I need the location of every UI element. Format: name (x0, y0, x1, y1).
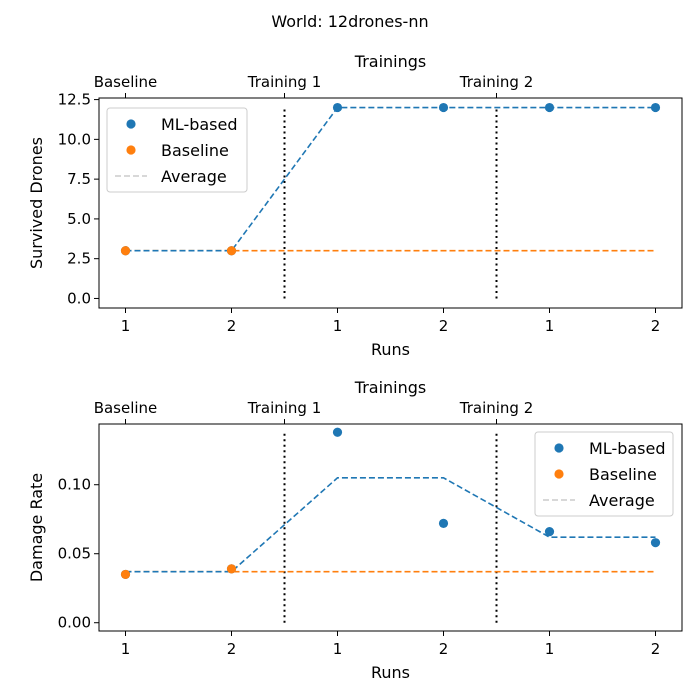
chart-1-baseline-point (120, 246, 131, 256)
chart-2-y-tick-label: 0.05 (58, 545, 91, 563)
chart-1-legend-marker-baseline (126, 145, 136, 155)
chart-1-legend-label-ml: ML-based (161, 115, 238, 134)
chart-2-legend-marker-ml (554, 443, 564, 453)
chart-1-x-tick-label: 1 (545, 317, 555, 335)
chart-2-top-tick-label: Training 2 (459, 399, 534, 417)
chart-2: 0.00 0.05 0.10 1 2 1 2 1 2 Baseline Training 1 Trai… (27, 378, 683, 682)
chart-1-ml-point (332, 102, 343, 113)
chart-2-ml-point (438, 518, 449, 528)
chart-1-top-tick-label: Baseline (94, 73, 158, 91)
chart-1-x-tick-label: 2 (439, 317, 449, 335)
chart-1-ml-point (544, 102, 555, 113)
chart-1-top-tick-label: Training 1 (247, 73, 322, 91)
chart-2-x-axis-label: Runs (371, 663, 410, 682)
chart-2-legend-label-baseline: Baseline (589, 465, 657, 484)
chart-1-x-axis-label: Runs (371, 340, 410, 359)
chart-1-legend-label-baseline: Baseline (161, 141, 229, 160)
chart-1-ml-average-line (125, 106, 656, 252)
chart-2-y-tick-label: 0.00 (58, 614, 91, 632)
figure-title: World: 12drones-nn (271, 12, 428, 31)
chart-2-baseline-point (226, 564, 237, 574)
chart-1-y-axis-label: Survived Drones (27, 137, 46, 269)
chart-2-legend-label-average: Average (589, 491, 655, 510)
chart-1-legend-label-average: Average (161, 167, 227, 186)
chart-2-baseline-point (120, 569, 131, 580)
chart-2-ml-point (544, 527, 555, 537)
chart-2-y-axis-label: Damage Rate (27, 473, 46, 582)
chart-1-y-tick-label: 2.5 (67, 250, 91, 268)
chart-2-legend: ML-based Baseline Average (534, 431, 674, 517)
chart-2-y-tick-label: 0.10 (58, 476, 91, 494)
chart-2-legend-box (534, 431, 674, 517)
chart-2-ml-point (332, 427, 343, 437)
chart-2-x-tick-label: 1 (121, 640, 131, 658)
chart-2-x-tick-label: 1 (333, 640, 343, 658)
chart-1-y-tick-label: 7.5 (67, 170, 91, 188)
chart-1-x-tick-label: 2 (651, 317, 661, 335)
chart-2-legend-marker-baseline (554, 469, 564, 479)
chart-1-y-tick-label: 12.5 (58, 91, 91, 109)
chart-1-x-tick-label: 1 (121, 317, 131, 335)
chart-2-legend-label-ml: ML-based (589, 439, 666, 458)
chart-1-baseline-point (226, 246, 237, 256)
chart-1-legend: ML-based Baseline Average (106, 107, 248, 193)
chart-2-ml-average-line (125, 477, 656, 573)
chart-1-top-tick-label: Training 2 (459, 73, 534, 91)
chart-2-top-axis-label: Trainings (354, 378, 426, 397)
chart-1-y-tick-label: 10.0 (58, 130, 91, 148)
chart-1-ml-point (438, 102, 449, 113)
chart-1-ml-point (650, 102, 661, 113)
chart-1-y-tick-label: 0.0 (67, 289, 91, 307)
chart-2-x-tick-label: 2 (651, 640, 661, 658)
chart-2-x-tick-label: 2 (227, 640, 237, 658)
subplots: 0.0 2.5 5.0 7.5 10.0 12.5 1 2 1 2 1 2 Baseline Traini… (27, 52, 683, 682)
chart-1-plot-frame (98, 97, 683, 309)
chart-1-top-axis-label: Trainings (354, 52, 426, 71)
chart-1-legend-box (106, 107, 248, 193)
chart-1-legend-marker-ml (126, 119, 136, 129)
chart-1-x-tick-label: 2 (227, 317, 237, 335)
chart-2-top-tick-label: Baseline (94, 399, 158, 417)
chart-2-top-tick-label: Training 1 (247, 399, 322, 417)
chart-2-x-tick-label: 1 (545, 640, 555, 658)
chart-2-x-tick-label: 2 (439, 640, 449, 658)
chart-2-plot-frame (98, 423, 683, 632)
chart-1: 0.0 2.5 5.0 7.5 10.0 12.5 1 2 1 2 1 2 Baseline Traini… (27, 52, 683, 359)
chart-1-y-tick-label: 5.0 (67, 210, 91, 228)
chart-2-ml-point (650, 538, 661, 548)
chart-1-x-tick-label: 1 (333, 317, 343, 335)
